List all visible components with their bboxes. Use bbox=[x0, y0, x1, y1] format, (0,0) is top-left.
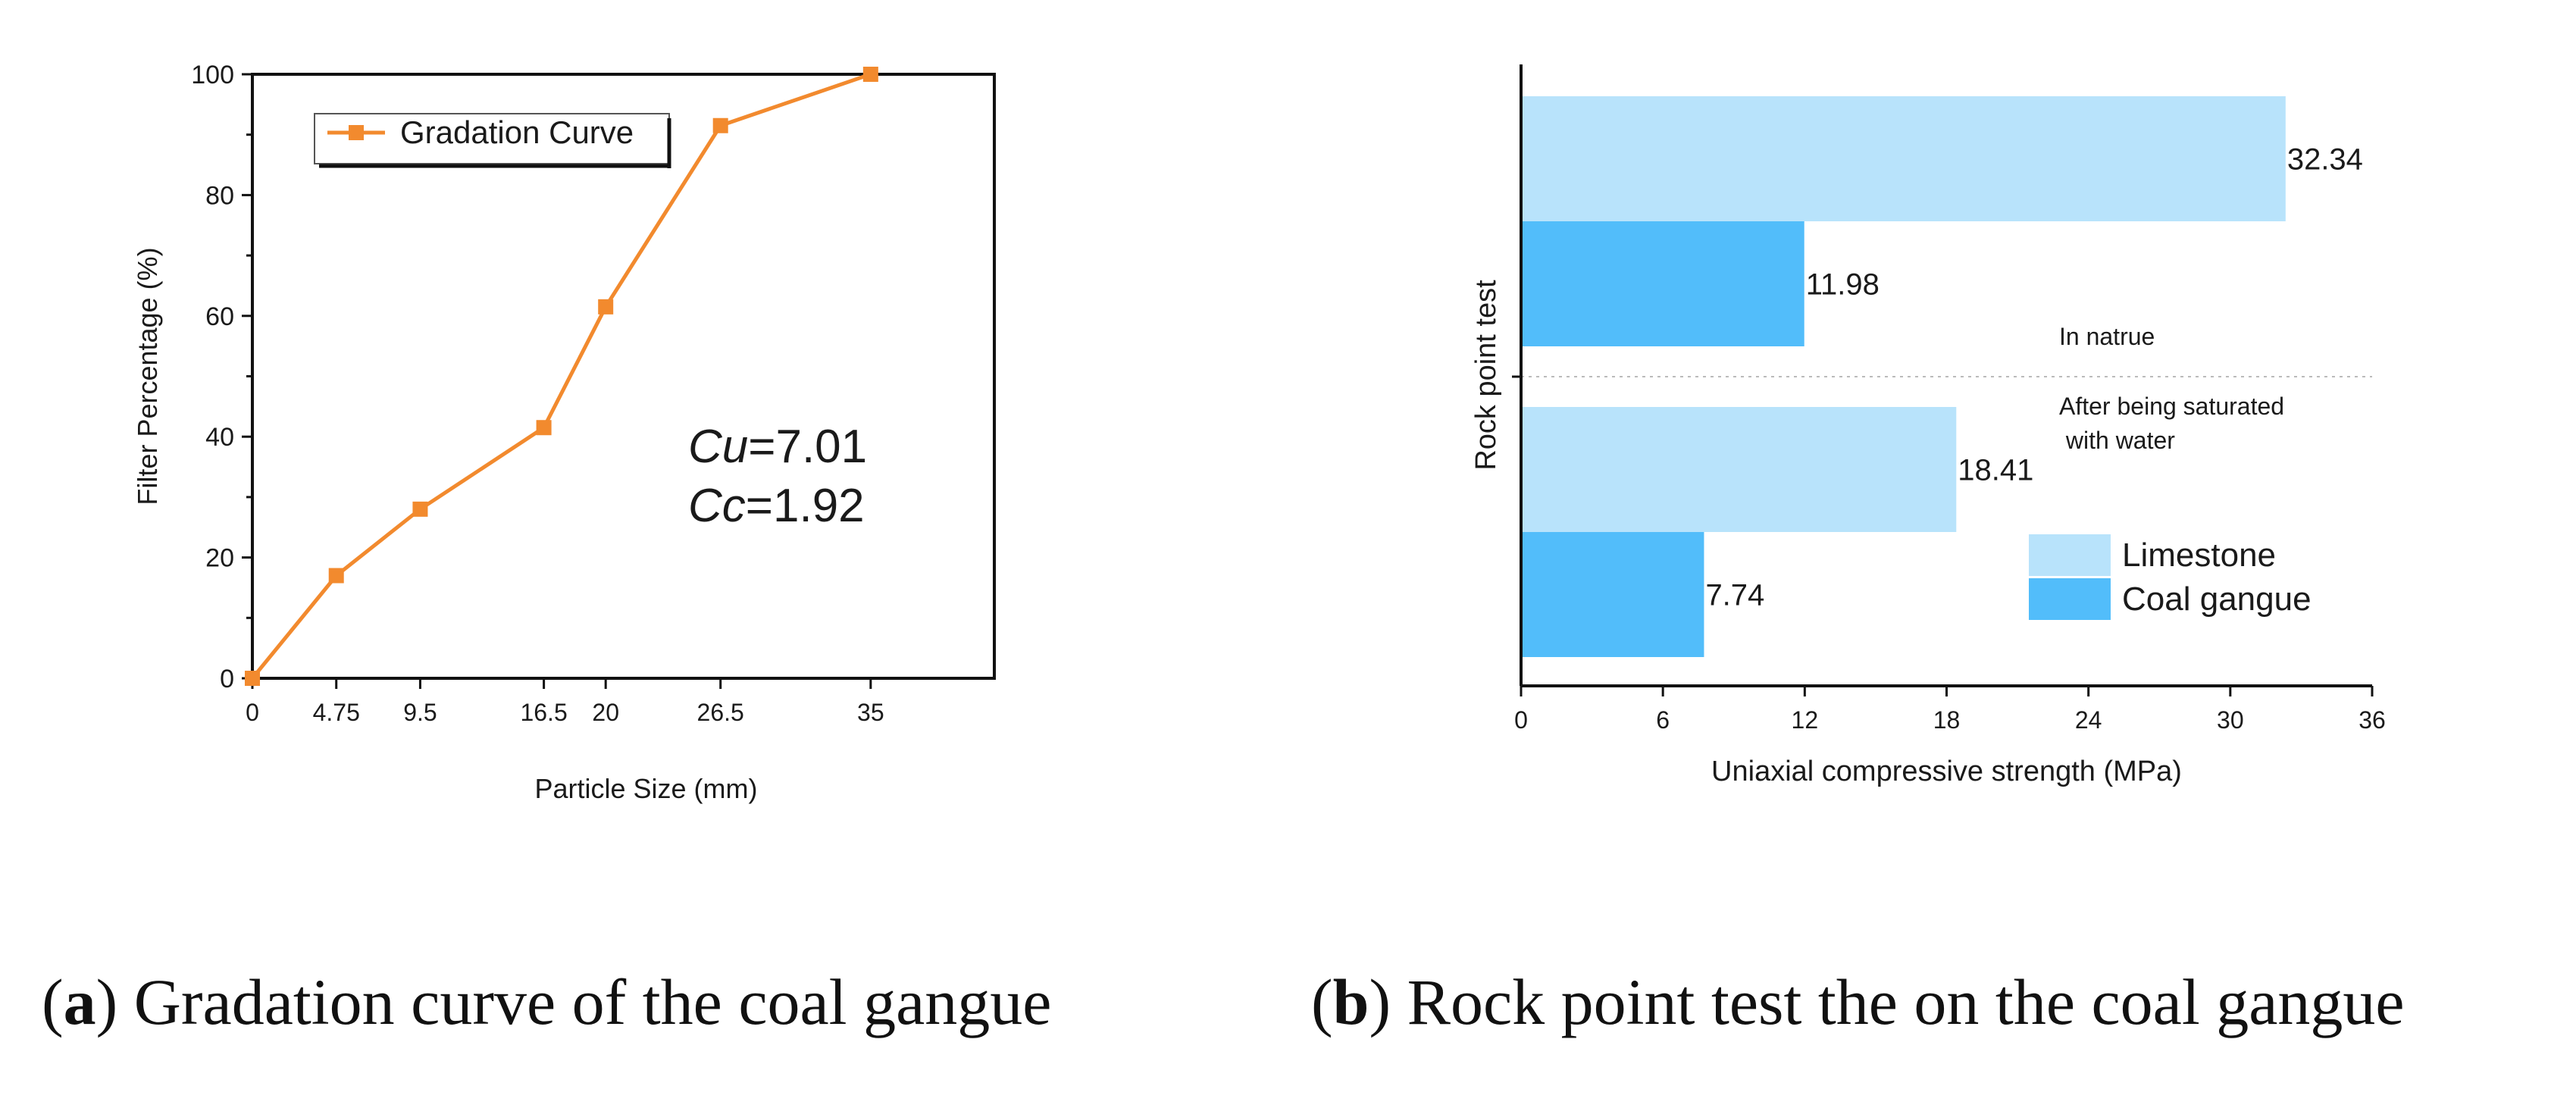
annotation-cc: Cc=1.92 bbox=[688, 480, 865, 532]
y-tick-label: 0 bbox=[220, 665, 234, 693]
legend-label: Coal gangue bbox=[2122, 581, 2312, 618]
gradation-data-point bbox=[536, 420, 552, 436]
y-axis-title: Filter Percentage (%) bbox=[132, 247, 163, 505]
group-label-natural: In natrue bbox=[2059, 323, 2155, 350]
gradation-data-point bbox=[328, 568, 344, 584]
x-tick-label: 30 bbox=[2217, 706, 2244, 734]
x-tick-label: 6 bbox=[1656, 706, 1670, 734]
gradation-data-point bbox=[412, 501, 428, 517]
x-tick-label: 4.75 bbox=[313, 699, 360, 726]
caption-b: (b) Rock point test the on the coal gang… bbox=[1311, 966, 2405, 1038]
annotation-value: =1.92 bbox=[746, 480, 865, 532]
gradation-data-point bbox=[862, 67, 878, 82]
x-tick-label: 16.5 bbox=[520, 699, 567, 726]
legend-label: Limestone bbox=[2122, 537, 2276, 574]
bar-value-label: 32.34 bbox=[2287, 143, 2363, 177]
gradation-data-point bbox=[245, 671, 260, 686]
coal-gangue-bar bbox=[1521, 532, 1704, 657]
bar-value-label: 7.74 bbox=[1705, 579, 1764, 612]
x-tick-label: 12 bbox=[1792, 706, 1819, 734]
y-tick-label: 20 bbox=[205, 544, 234, 573]
x-axis-title: Particle Size (mm) bbox=[534, 773, 757, 804]
bar-value-label: 11.98 bbox=[1806, 268, 1880, 302]
group-label-line: with water bbox=[2059, 427, 2175, 454]
bar-value-label: 18.41 bbox=[1958, 454, 2033, 487]
limestone-bar bbox=[1521, 407, 1957, 532]
caption-a-text: Gradation curve of the coal gangue bbox=[117, 966, 1052, 1038]
x-tick-label: 36 bbox=[2358, 706, 2386, 734]
caption-b-letter: b bbox=[1332, 966, 1369, 1038]
y-tick-label: 80 bbox=[205, 181, 234, 210]
legend-box bbox=[314, 113, 670, 164]
limestone-bar bbox=[1521, 96, 2286, 221]
x-tick-label: 0 bbox=[246, 699, 259, 726]
group-label-saturated: After being saturated with water bbox=[2059, 393, 2284, 454]
coal-gangue-bar bbox=[1521, 221, 1804, 346]
gradation-data-point bbox=[598, 299, 614, 315]
legend-label: Gradation Curve bbox=[400, 114, 634, 150]
legend-swatch bbox=[2029, 534, 2111, 576]
y-tick-label: 60 bbox=[205, 302, 234, 331]
x-tick-label: 20 bbox=[592, 699, 619, 726]
x-tick-label: 26.5 bbox=[697, 699, 744, 726]
caption-a-letter: a bbox=[63, 966, 96, 1038]
x-tick-label: 24 bbox=[2075, 706, 2102, 734]
x-tick-label: 0 bbox=[1514, 706, 1528, 734]
caption-b-text: Rock point test the on the coal gangue bbox=[1391, 966, 2405, 1038]
y-axis-title: Rock point test bbox=[1470, 280, 1502, 471]
annotation-symbol: Cu bbox=[688, 421, 748, 473]
legend-marker bbox=[349, 125, 364, 140]
caption-a: (a) Gradation curve of the coal gangue bbox=[42, 966, 1052, 1038]
x-tick-label: 9.5 bbox=[403, 699, 437, 726]
annotation-cu: Cu=7.01 bbox=[688, 421, 867, 473]
y-tick-label: 100 bbox=[191, 61, 234, 89]
gradation-data-point bbox=[712, 117, 728, 133]
x-tick-label: 18 bbox=[1933, 706, 1961, 734]
x-tick-label: 35 bbox=[857, 699, 884, 726]
x-axis-title: Uniaxial compressive strength (MPa) bbox=[1711, 756, 2182, 787]
y-tick-label: 40 bbox=[205, 423, 234, 452]
group-label-line: After being saturated bbox=[2059, 393, 2284, 420]
legend-swatch bbox=[2029, 578, 2111, 620]
annotation-symbol: Cc bbox=[688, 480, 746, 532]
annotation-value: =7.01 bbox=[748, 421, 867, 473]
